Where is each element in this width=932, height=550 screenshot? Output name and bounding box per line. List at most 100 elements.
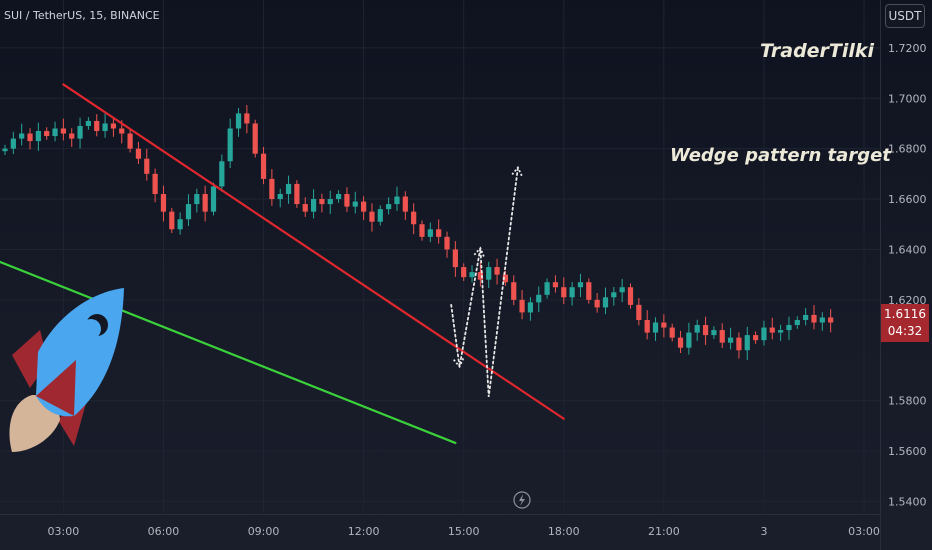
candle-body xyxy=(711,330,717,336)
candle-body xyxy=(85,120,91,126)
candle-body xyxy=(461,267,467,278)
candle xyxy=(269,169,275,206)
candle xyxy=(586,278,592,304)
candle-body xyxy=(744,335,750,351)
candle xyxy=(444,231,450,258)
candle-body xyxy=(402,196,408,212)
candle xyxy=(702,316,709,345)
candle xyxy=(619,278,625,303)
candle-body xyxy=(502,274,508,283)
candle-body xyxy=(436,229,442,237)
candle-body xyxy=(769,327,775,333)
candle xyxy=(469,265,475,283)
candle-body xyxy=(19,133,25,139)
candle-body xyxy=(352,201,358,207)
candle-body xyxy=(10,138,16,149)
candle-body xyxy=(369,211,375,222)
candle xyxy=(19,123,25,146)
candle-body xyxy=(302,204,308,212)
candle xyxy=(260,146,267,185)
time-axis[interactable]: 03:00 06:00 09:00 12:00 15:00 18:00 21:00 3 03:0… xyxy=(48,525,932,538)
candle xyxy=(544,278,550,299)
candle xyxy=(411,203,417,235)
candle xyxy=(94,114,100,137)
candle-body xyxy=(44,131,50,137)
y-tick-label: 1.6800 xyxy=(888,143,927,156)
candle xyxy=(102,113,108,138)
candle xyxy=(577,273,584,298)
candle-body xyxy=(753,335,759,341)
y-tick-label: 1.7200 xyxy=(888,42,927,55)
candle xyxy=(711,326,717,339)
x-tick-label: 15:00 xyxy=(448,525,480,538)
candle xyxy=(319,193,325,213)
candle-body xyxy=(469,272,475,278)
candle xyxy=(652,317,659,341)
candle-body xyxy=(669,327,675,338)
candle xyxy=(753,331,759,344)
candle-body xyxy=(652,322,659,333)
candle xyxy=(461,263,467,281)
candle-body xyxy=(411,211,417,225)
candle-body xyxy=(202,194,208,212)
candle xyxy=(336,190,342,203)
candle xyxy=(694,319,700,341)
y-axis-divider xyxy=(880,0,881,550)
candle xyxy=(402,191,408,220)
candle-body xyxy=(269,178,275,200)
currency-button[interactable]: USDT xyxy=(885,4,925,28)
candle xyxy=(602,287,609,315)
candle xyxy=(627,283,634,309)
candle-body xyxy=(310,199,317,212)
candle-body xyxy=(561,287,567,298)
rocket-icon xyxy=(9,288,124,452)
candle-body xyxy=(35,131,41,142)
candle-body xyxy=(636,304,642,320)
candle xyxy=(769,317,775,340)
dip-arrowhead xyxy=(453,358,465,369)
candle xyxy=(244,105,250,134)
candle xyxy=(502,270,508,286)
candle xyxy=(452,241,458,277)
candle xyxy=(794,316,800,329)
candle-body xyxy=(394,196,400,205)
x-tick-label: 09:00 xyxy=(248,525,280,538)
candle-body xyxy=(803,314,809,320)
x-axis-divider xyxy=(0,514,880,515)
candle xyxy=(377,205,383,226)
candle xyxy=(169,207,175,234)
candles xyxy=(2,105,834,361)
candle-body xyxy=(110,123,117,129)
candle-body xyxy=(260,153,267,179)
resistance-line xyxy=(62,83,565,420)
candle xyxy=(386,197,392,215)
candle-body xyxy=(494,267,500,275)
candle-body xyxy=(602,297,609,308)
candle-body xyxy=(69,133,75,139)
candle xyxy=(352,191,358,214)
candle xyxy=(185,194,192,227)
candle xyxy=(310,189,317,219)
lightning-icon[interactable] xyxy=(513,491,531,509)
candle xyxy=(52,121,58,142)
candle xyxy=(594,293,600,313)
candle-body xyxy=(235,113,242,129)
candle xyxy=(436,219,442,244)
candle-body xyxy=(444,236,450,250)
candle-body xyxy=(77,125,83,139)
projection-arrowhead xyxy=(473,246,485,257)
candle-body xyxy=(686,332,692,348)
price-axis[interactable]: 1.7200 1.7000 1.6800 1.6600 1.6400 1.6200 1.58… xyxy=(888,42,927,509)
candle-body xyxy=(544,282,550,295)
candle xyxy=(35,122,41,151)
candle-body xyxy=(177,219,183,230)
candle xyxy=(202,185,208,222)
candle-body xyxy=(160,194,167,212)
candle xyxy=(419,220,425,241)
candle xyxy=(727,327,734,350)
y-tick-label: 1.7000 xyxy=(888,92,927,105)
candle-body xyxy=(452,249,458,268)
candle-body xyxy=(27,133,33,142)
candle-body xyxy=(60,128,66,134)
